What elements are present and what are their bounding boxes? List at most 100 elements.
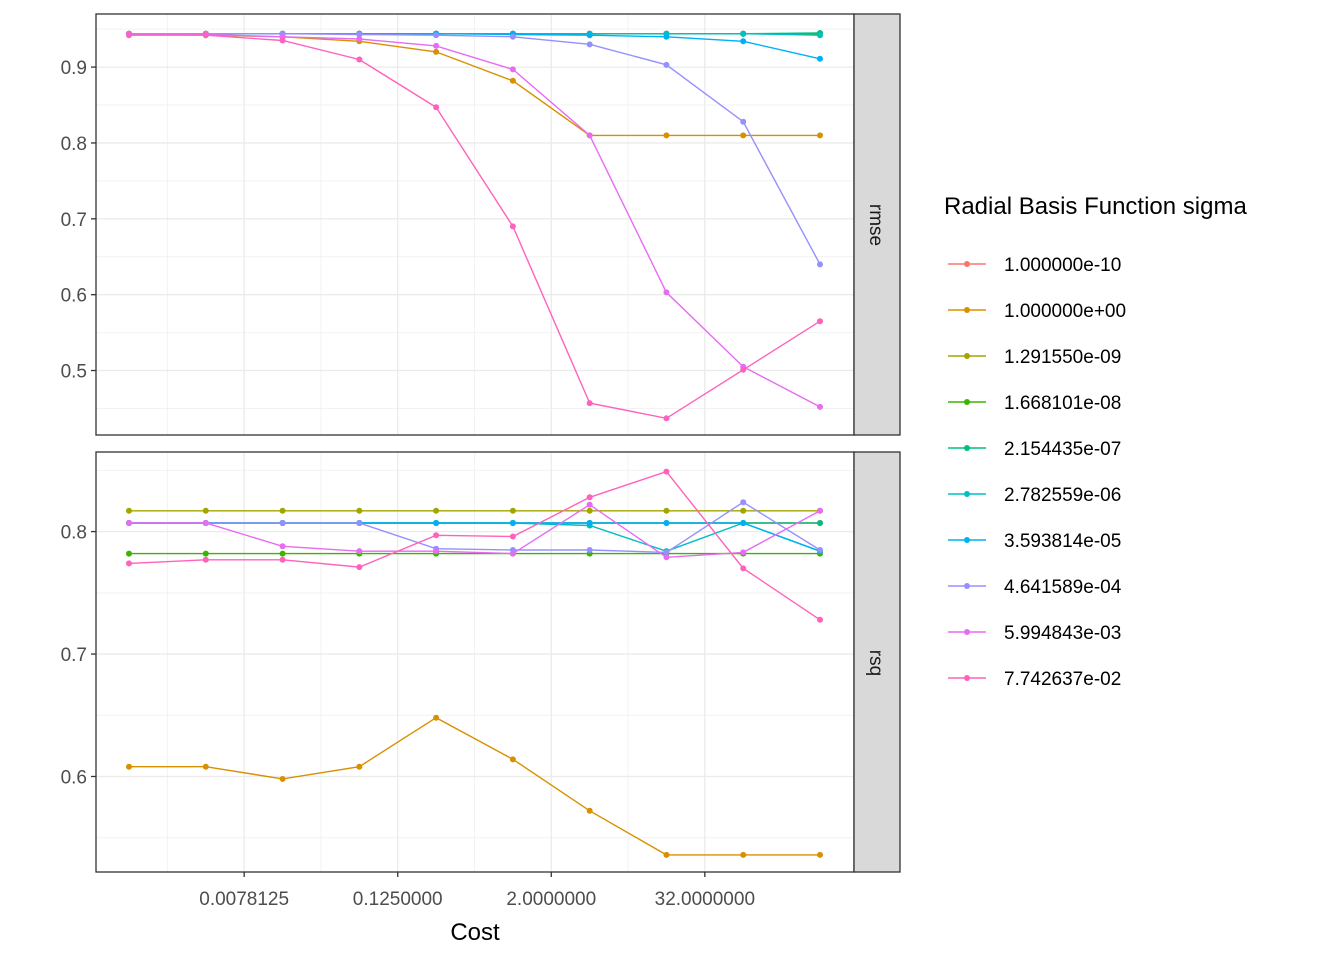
data-point [663,507,670,514]
data-point [202,32,209,39]
data-point [586,507,593,514]
legend-label-6: 2.782559e-06 [1004,485,1121,506]
data-point [433,42,440,49]
y-tick-label: 0.6 [61,767,87,788]
legend-label-1: 1.000000e-10 [1004,255,1121,276]
x-tick-label-1: 0.0078125 [199,889,289,910]
data-point [356,520,363,527]
data-point [817,32,823,39]
data-point [663,549,670,556]
data-point [663,851,670,858]
data-point [202,507,209,514]
series-rsq-2 [126,714,823,858]
x-axis-title: Cost [450,919,500,946]
data-point [433,532,440,539]
data-point [509,66,516,73]
legend-label-8: 4.641589e-04 [1004,577,1122,598]
strip-label-rmse: rmse [865,204,886,246]
data-point [126,763,132,770]
data-point [740,30,747,37]
data-point [279,550,286,557]
legend-key-8 [948,583,986,589]
data-point [663,468,670,475]
y-tick-label: 0.9 [61,58,87,79]
legend-key-point [964,583,970,589]
legend-key-point [964,675,970,681]
data-point [663,554,670,561]
data-point [279,775,286,782]
data-point [817,546,823,553]
series-line [129,33,821,265]
data-point [817,520,823,527]
data-point [586,546,593,553]
data-point [202,550,209,557]
data-point [509,33,516,40]
data-point [126,32,132,39]
data-point [356,548,363,555]
data-point [433,507,440,514]
legend-key-7 [948,537,986,543]
data-point [663,61,670,68]
data-point [356,56,363,63]
legend-label-5: 2.154435e-07 [1004,439,1121,460]
series-line [129,34,821,420]
panel-rmse: 0.5 0.6 0.7 0.8 0.9 [61,13,901,436]
series-rmse-10 [126,32,823,422]
series-line [128,33,821,408]
legend-key-point [964,629,970,635]
data-point [509,756,516,763]
data-point [433,104,440,111]
data-point [279,556,286,563]
legend-key-3 [948,353,986,359]
series-line [129,716,820,856]
data-point [817,55,823,62]
x-tick-label-2: 0.1250000 [353,889,443,910]
data-point [817,403,823,410]
data-point [740,38,747,45]
series-line [129,503,821,559]
legend-label-2: 1.000000e+00 [1004,301,1126,322]
data-point [433,32,440,39]
data-point [126,560,132,567]
data-point [356,31,363,38]
data-point [817,318,823,325]
y-tick-label: 0.7 [61,645,87,666]
legend-key-point [964,399,970,405]
data-point [509,550,516,557]
legend-key-point [964,445,970,451]
y-tick-label: 0.5 [61,362,87,383]
data-point [586,132,593,139]
data-point [663,415,670,422]
x-tick-label-3: 2.0000000 [506,889,596,910]
data-point [586,494,593,501]
data-point [817,507,823,514]
series-rsq-9 [126,501,823,561]
legend-key-6 [948,491,986,497]
data-point [509,507,516,514]
data-point [740,366,747,373]
data-point [817,261,823,268]
legend-key-point [964,353,970,359]
legend-key-10 [948,675,986,681]
data-point [356,564,363,571]
legend-key-point [964,491,970,497]
data-point [740,851,747,858]
data-point [586,501,593,508]
legend-key-1 [948,261,986,267]
data-point [356,763,363,770]
data-point [202,520,209,527]
data-point [586,520,593,527]
legend-key-5 [948,445,986,451]
data-point [817,851,823,858]
data-point [586,32,593,39]
data-point [663,33,670,40]
legend-label-10: 7.742637e-02 [1004,669,1121,690]
data-point [433,714,440,721]
data-point [356,36,363,43]
legend-key-point [964,261,970,267]
data-point [740,565,747,572]
legend-label-9: 5.994843e-03 [1004,623,1121,644]
strip-background [853,13,901,436]
data-point [740,132,747,139]
